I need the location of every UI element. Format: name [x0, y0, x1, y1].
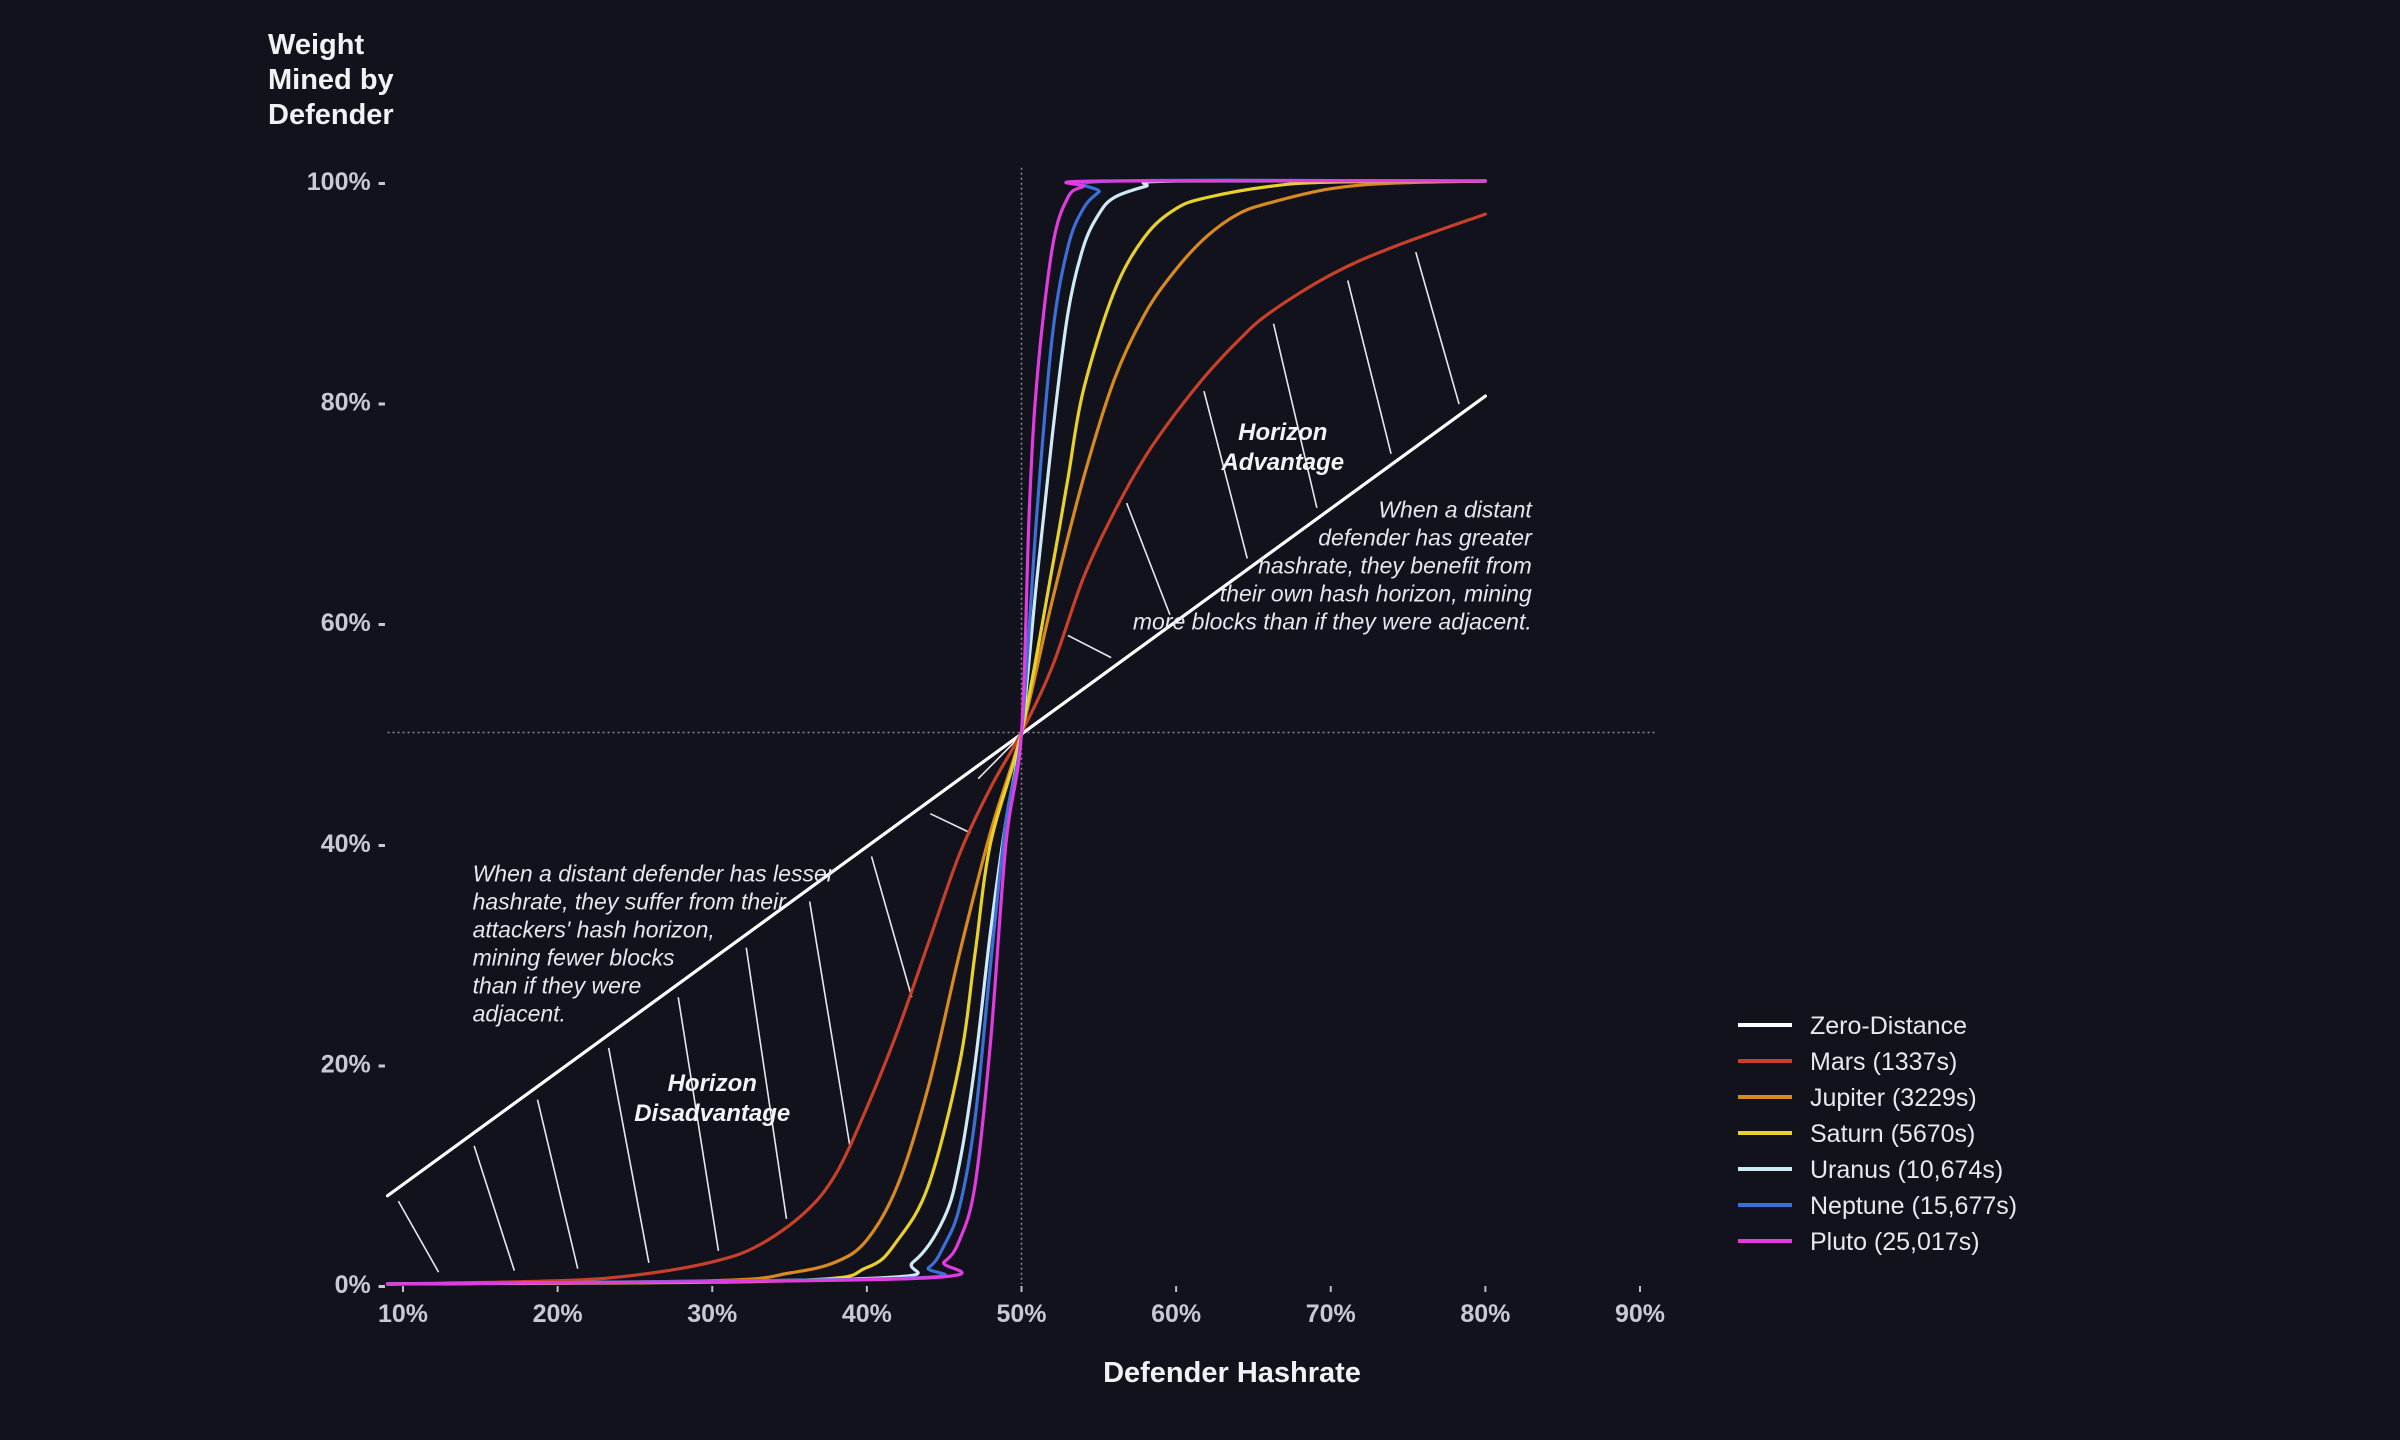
legend-label: Saturn (5670s) [1810, 1120, 1975, 1148]
annotation-line: When a distant [1378, 496, 1533, 522]
x-tick-label: 40% [842, 1300, 892, 1328]
x-tick-label: 10% [378, 1300, 428, 1328]
x-tick-label: 50% [996, 1300, 1046, 1328]
y-axis-title-line-2: Mined by [268, 64, 394, 96]
annotation-1: Horizon Disadvantage [634, 1070, 790, 1127]
x-tick-label: 30% [687, 1300, 737, 1328]
annotation-line: When a distant defender has lesser [473, 860, 836, 886]
x-tick-label: 60% [1151, 1300, 1201, 1328]
annotation-line: more blocks than if they were adjacent. [1133, 608, 1532, 634]
hatch-mark [1067, 634, 1112, 659]
hatch-mark [1415, 251, 1460, 405]
hatch-mark [677, 997, 720, 1252]
y-tick-label: 20% - [321, 1050, 386, 1078]
annotation-line: hashrate, they benefit from [1258, 552, 1532, 578]
x-tick-label: 20% [533, 1300, 583, 1328]
hatch-mark [607, 1047, 650, 1263]
hatch-mark [1272, 323, 1318, 509]
x-tick-label: 70% [1306, 1300, 1356, 1328]
annotation-line: Horizon [668, 1070, 757, 1097]
annotation-layer: Horizon Disadvantage Horizon Advantage When … [473, 419, 1534, 1127]
annotation-line: their own hash horizon, mining [1220, 580, 1532, 606]
hatch-layer [397, 251, 1460, 1273]
x-axis-title: Defender Hashrate [1103, 1357, 1361, 1389]
y-tick-label: 60% - [321, 609, 386, 637]
hatch-mark [808, 901, 851, 1147]
series-line-jupiter [385, 179, 1487, 1286]
annotation-2: Horizon Advantage [1220, 419, 1344, 476]
series-line-mars [385, 212, 1487, 1286]
annotation-line: hashrate, they suffer from their [473, 888, 788, 914]
series-line-zero-distance [385, 394, 1487, 1198]
hatch-mark [1346, 280, 1392, 454]
hatch-mark [977, 737, 1019, 780]
y-tick-label: 100% - [307, 168, 386, 196]
axis-layer: 10% 20% 30% 40% 50% 60% 70% 80% 90% 0% - 20% - 40% … [307, 168, 1665, 1389]
annotation-line: than if they were [473, 972, 642, 998]
legend-label: Jupiter (3229s) [1810, 1084, 1977, 1112]
y-tick-label: 80% - [321, 389, 386, 417]
series-layer [385, 178, 1487, 1286]
y-axis-title: Weight Mined by Defender [268, 28, 394, 133]
hatch-mark [1203, 390, 1249, 559]
hatch-mark [870, 856, 913, 998]
legend-label: Neptune (15,677s) [1810, 1192, 2017, 1220]
hatch-mark [397, 1200, 440, 1273]
hatch-mark [929, 812, 971, 834]
legend-label: Zero-Distance [1810, 1012, 1967, 1040]
y-tick-label: 40% - [321, 830, 386, 858]
reference-lines [387, 167, 1656, 1284]
y-axis-title-line-1: Weight [268, 29, 365, 61]
y-axis-title-line-3: Defender [268, 99, 394, 131]
hatch-mark [745, 947, 788, 1220]
annotation-3: When a distant defender has lesserhashra… [473, 860, 836, 1026]
annotation-line: defender has greater [1318, 524, 1533, 550]
y-tick-label: 0% - [335, 1271, 386, 1299]
x-tick-label: 90% [1615, 1300, 1665, 1328]
annotation-line: Disadvantage [634, 1100, 790, 1127]
series-line-neptune [385, 178, 1487, 1286]
legend-label: Pluto (25,017s) [1810, 1228, 1980, 1256]
legend-label: Mars (1337s) [1810, 1048, 1957, 1076]
annotation-line: Horizon [1238, 419, 1327, 446]
series-line-saturn [385, 179, 1487, 1286]
x-tick-label: 80% [1460, 1300, 1510, 1328]
hatch-mark [536, 1099, 579, 1269]
legend: Zero-Distance Mars (1337s) Jupiter (3229s)… [1738, 1012, 2017, 1256]
legend-label: Uranus (10,674s) [1810, 1156, 2003, 1184]
hatch-mark [1125, 502, 1171, 616]
annotation-line: adjacent. [473, 1000, 566, 1026]
annotation-line: attackers' hash horizon, [473, 916, 715, 942]
annotation-line: mining fewer blocks [473, 944, 675, 970]
series-line-pluto [385, 179, 1487, 1286]
hatch-mark [473, 1145, 516, 1271]
series-line-uranus [385, 179, 1487, 1286]
annotation-line: Advantage [1220, 449, 1344, 476]
